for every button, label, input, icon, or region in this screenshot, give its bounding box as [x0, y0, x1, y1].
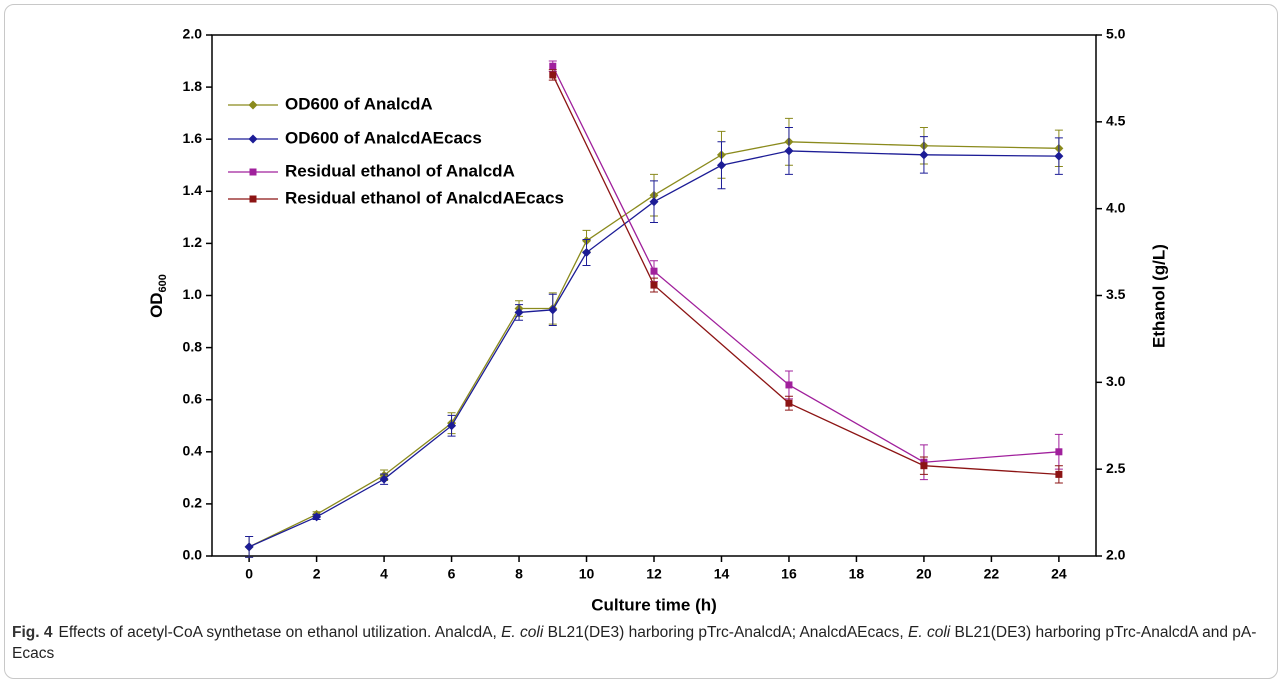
y-axis-title-subscript: 600: [157, 274, 169, 292]
legend-label: Residual ethanol of AnalcdAEcacs: [285, 188, 564, 207]
x-tick-label: 20: [916, 566, 932, 582]
marker: [920, 462, 928, 470]
x-tick-label: 8: [515, 566, 523, 582]
marker: [379, 474, 389, 484]
y-axis-title-group: OD600: [147, 274, 168, 318]
marker: [1055, 448, 1063, 456]
x-tick-label: 10: [579, 566, 595, 582]
marker: [248, 100, 258, 110]
legend-label: OD600 of AnalcdAEcacs: [285, 128, 482, 147]
caption-text: Effects of acetyl-CoA synthetase on etha…: [58, 624, 502, 641]
legend-label: Residual ethanol of AnalcdA: [285, 161, 515, 180]
series-line: [248, 150, 1059, 548]
y-tick-label: 2.0: [183, 26, 203, 42]
x-tick-label: 16: [781, 566, 797, 582]
y2-tick-label: 3.5: [1106, 286, 1126, 302]
y2-tick-label: 2.0: [1106, 547, 1126, 563]
y-axis-title-main: OD: [147, 292, 166, 318]
series-line: [552, 65, 1059, 463]
marker: [514, 307, 524, 317]
y2-axis-title-group: Ethanol (g/L): [1149, 244, 1168, 348]
marker: [784, 146, 794, 156]
y-tick-label: 0.2: [183, 495, 203, 511]
caption-italic: E. coli: [501, 624, 544, 641]
x-tick-label: 18: [849, 566, 865, 582]
marker: [548, 305, 558, 315]
marker: [919, 150, 929, 160]
y-tick-label: 1.8: [183, 78, 203, 94]
y-tick-label: 0.0: [183, 547, 203, 563]
marker: [716, 160, 726, 170]
caption: Fig. 4 Effects of acetyl-CoA synthetase o…: [12, 622, 1262, 664]
figure-frame: [4, 4, 1278, 679]
y2-tick-label: 2.5: [1106, 460, 1126, 476]
caption-label: Fig. 4: [12, 624, 53, 641]
marker: [650, 281, 658, 289]
marker: [650, 267, 658, 275]
y-tick-label: 1.2: [183, 234, 203, 250]
marker: [549, 71, 557, 79]
marker: [249, 168, 257, 176]
y-tick-label: 0.8: [183, 338, 203, 354]
marker: [244, 542, 254, 552]
y-tick-label: 0.4: [183, 443, 203, 459]
marker: [312, 512, 322, 522]
x-tick-label: 24: [1051, 566, 1067, 582]
marker: [649, 197, 659, 207]
x-tick-label: 4: [380, 566, 388, 582]
caption-italic: E. coli: [908, 624, 951, 641]
y-axis-title: OD600: [147, 274, 168, 318]
y-tick-label: 1.0: [183, 286, 203, 302]
x-tick-label: 0: [245, 566, 253, 582]
y-tick-label: 0.6: [183, 390, 203, 406]
y2-axis-title: Ethanol (g/L): [1149, 244, 1168, 348]
x-axis-title: Culture time (h): [591, 595, 717, 614]
x-tick-label: 22: [984, 566, 1000, 582]
series-line: [552, 74, 1059, 476]
caption-text: BL21(DE3) harboring pTrc-AnalcdA; Analcd…: [543, 624, 909, 641]
x-tick-label: 6: [448, 566, 456, 582]
x-tick-label: 14: [714, 566, 730, 582]
y2-tick-label: 5.0: [1106, 26, 1126, 42]
marker: [549, 62, 557, 70]
marker: [785, 399, 793, 407]
y-tick-label: 1.4: [183, 182, 203, 198]
y2-tick-label: 4.0: [1106, 199, 1126, 215]
marker: [785, 381, 793, 389]
x-tick-label: 12: [646, 566, 662, 582]
marker: [1055, 470, 1063, 478]
y2-tick-label: 4.5: [1106, 113, 1126, 129]
marker: [1054, 151, 1064, 161]
marker: [447, 421, 457, 431]
marker: [248, 134, 258, 144]
marker: [582, 248, 592, 258]
y-tick-label: 1.6: [183, 130, 203, 146]
y2-tick-label: 3.0: [1106, 373, 1126, 389]
caption-text: BL21(DE3) harboring pTrc-AnalcdA and pA-…: [12, 624, 1257, 662]
x-tick-label: 2: [313, 566, 321, 582]
legend-label: OD600 of AnalcdA: [285, 94, 433, 113]
marker: [249, 195, 257, 203]
series-line: [248, 141, 1059, 548]
